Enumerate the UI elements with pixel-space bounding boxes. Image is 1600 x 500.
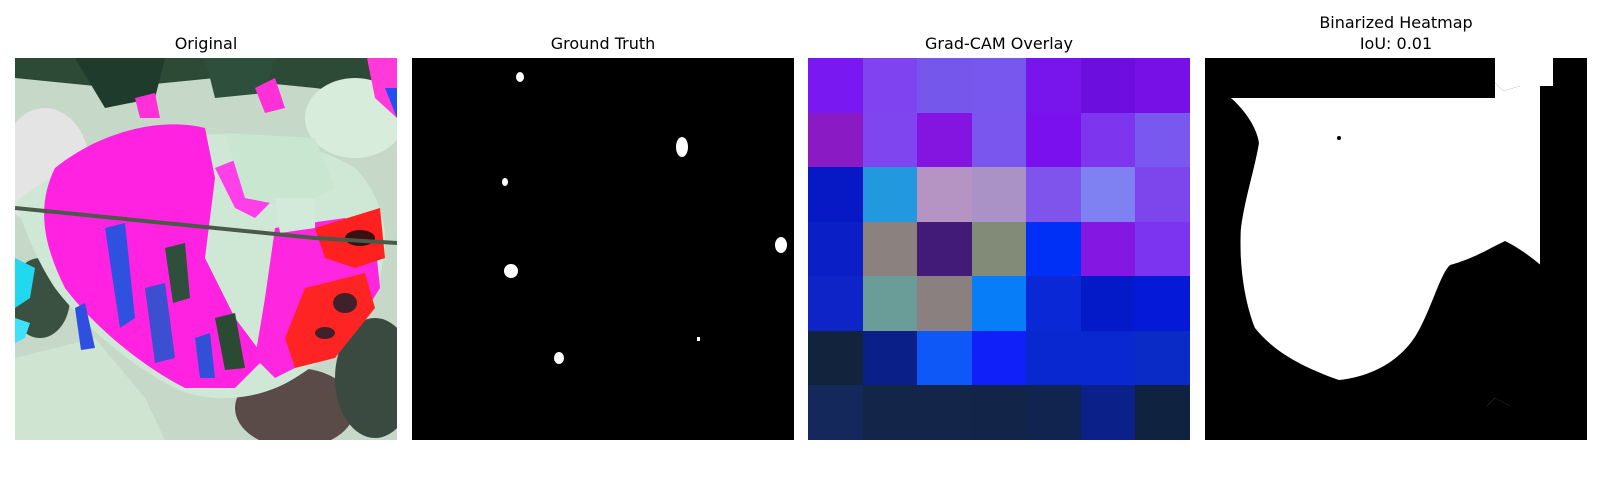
- panel-original: Original: [15, 0, 397, 500]
- gradcam-cell: [917, 167, 972, 222]
- gradcam-cell: [1135, 58, 1190, 113]
- panel-title: Ground Truth: [550, 34, 656, 53]
- gradcam-cell: [1026, 331, 1081, 385]
- gradcam-cell: [1081, 167, 1135, 222]
- panel-gradcam-overlay: Grad-CAM Overlay: [808, 0, 1190, 500]
- gradcam-cell: [972, 167, 1026, 222]
- gradcam-cell: [972, 276, 1026, 331]
- gradcam-cell: [917, 222, 972, 276]
- gradcam-cell: [1081, 222, 1135, 276]
- gradcam-cell: [1026, 222, 1081, 276]
- gradcam-cell: [863, 276, 917, 331]
- gradcam-cell: [972, 331, 1026, 385]
- binarized-heatmap-mask: [1205, 58, 1587, 440]
- gradcam-cell: [1026, 58, 1081, 113]
- gradcam-cell: [917, 385, 972, 440]
- gradcam-cell: [863, 58, 917, 113]
- panel-ground-truth: Ground Truth: [412, 0, 794, 500]
- gradcam-cell: [917, 276, 972, 331]
- gradcam-cell: [863, 113, 917, 167]
- gradcam-cell: [808, 331, 863, 385]
- gradcam-cell: [808, 222, 863, 276]
- gradcam-cell: [972, 58, 1026, 113]
- gradcam-cell: [808, 385, 863, 440]
- gradcam-cell: [863, 222, 917, 276]
- gradcam-cell: [1026, 385, 1081, 440]
- gradcam-cell: [863, 331, 917, 385]
- gradcam-cell: [808, 58, 863, 113]
- gradcam-cell: [1081, 58, 1135, 113]
- gradcam-cell: [1135, 167, 1190, 222]
- gradcam-cell: [1026, 276, 1081, 331]
- gradcam-cell: [1135, 222, 1190, 276]
- gradcam-cell: [1026, 167, 1081, 222]
- gradcam-cell: [863, 167, 917, 222]
- iou-score: IoU: 0.01: [1359, 34, 1433, 53]
- panel-title: Original: [174, 34, 238, 53]
- gradcam-cell: [917, 331, 972, 385]
- panel-title: Grad-CAM Overlay: [925, 34, 1073, 53]
- ground-truth-mask: [412, 58, 794, 440]
- gradcam-cell: [1081, 331, 1135, 385]
- gradcam-cell: [1135, 331, 1190, 385]
- gradcam-cell: [1026, 113, 1081, 167]
- gradcam-cell: [808, 167, 863, 222]
- gradcam-overlay-image: [808, 58, 1190, 440]
- gradcam-cell: [972, 385, 1026, 440]
- gradcam-cell: [1135, 113, 1190, 167]
- gradcam-cell: [1135, 276, 1190, 331]
- gradcam-cell: [808, 113, 863, 167]
- gradcam-cell: [917, 58, 972, 113]
- gradcam-cell: [1135, 385, 1190, 440]
- gradcam-cell: [972, 222, 1026, 276]
- gradcam-cell: [863, 385, 917, 440]
- gradcam-cell: [808, 276, 863, 331]
- gradcam-cell: [1081, 276, 1135, 331]
- gradcam-cell: [1081, 113, 1135, 167]
- panel-title: Binarized Heatmap: [1319, 13, 1473, 32]
- gradcam-cell: [1081, 385, 1135, 440]
- gradcam-cell: [972, 113, 1026, 167]
- original-leaf-image: [15, 58, 397, 440]
- panel-binarized-heatmap: Binarized Heatmap IoU: 0.01: [1205, 0, 1587, 500]
- gradcam-cell: [917, 113, 972, 167]
